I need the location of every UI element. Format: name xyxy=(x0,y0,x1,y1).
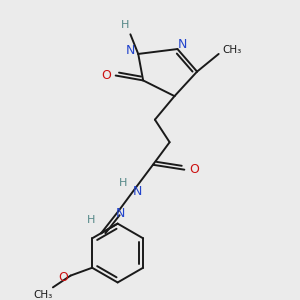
Text: N: N xyxy=(116,207,125,220)
Text: N: N xyxy=(178,38,187,51)
Text: H: H xyxy=(121,20,130,29)
Text: CH₃: CH₃ xyxy=(223,45,242,55)
Text: O: O xyxy=(58,271,68,284)
Text: O: O xyxy=(101,69,111,82)
Text: H: H xyxy=(119,178,128,188)
Text: H: H xyxy=(87,215,95,225)
Text: N: N xyxy=(126,44,135,58)
Text: O: O xyxy=(189,163,199,176)
Text: CH₃: CH₃ xyxy=(34,290,53,300)
Text: N: N xyxy=(133,185,142,198)
